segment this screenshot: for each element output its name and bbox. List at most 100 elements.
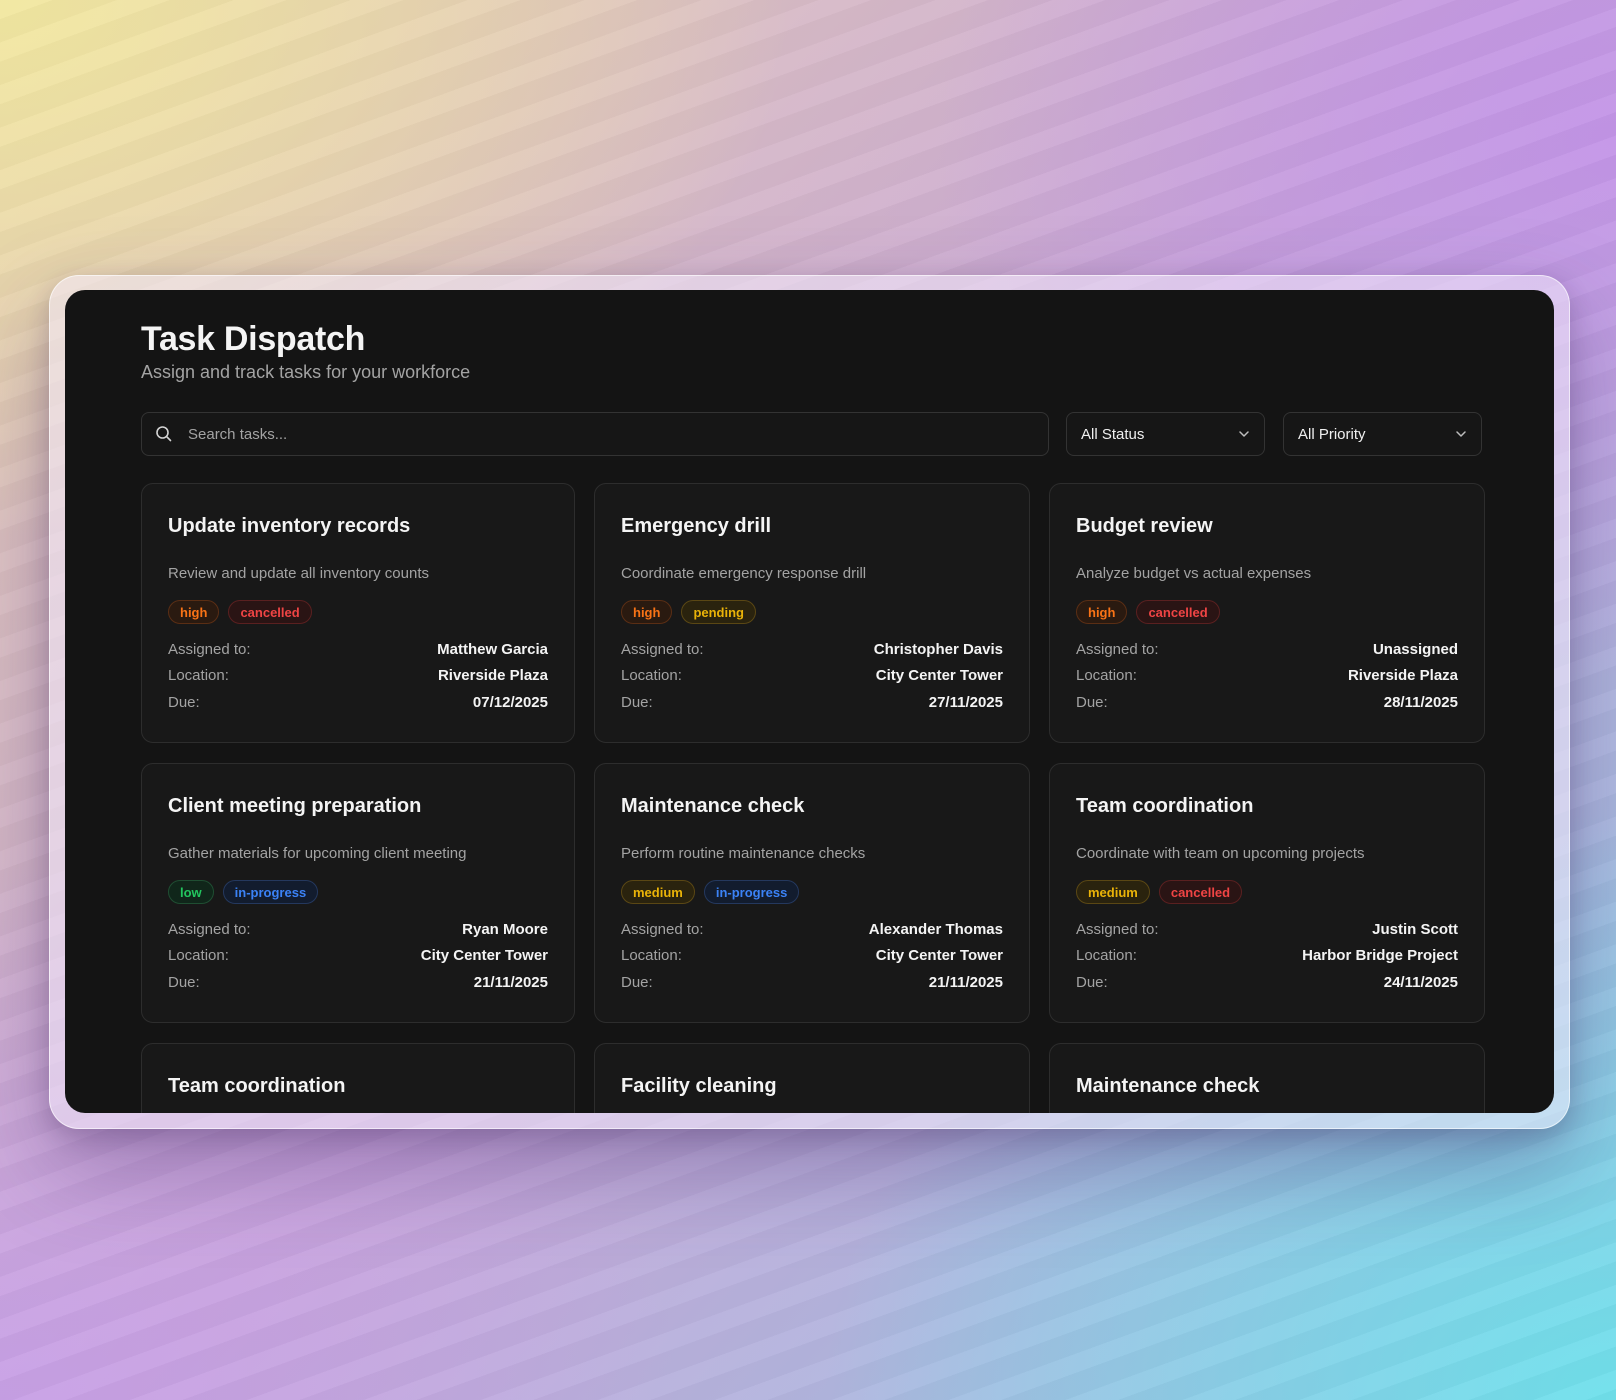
task-description: Analyze budget vs actual expenses [1076, 565, 1312, 582]
location-value: Harbor Bridge Project [1302, 947, 1458, 965]
due-row: Due: 21/11/2025 [168, 969, 548, 996]
assigned-value: Matthew Garcia [437, 640, 548, 658]
assigned-label: Assigned to: [1076, 920, 1159, 938]
status-filter-select[interactable]: All Status [1066, 412, 1265, 456]
task-meta: Assigned to: Christopher Davis Location: C… [621, 636, 1003, 716]
task-description: Coordinate with team on upcoming project… [1076, 845, 1365, 862]
priority-filter-value: All Priority [1298, 425, 1366, 443]
assigned-label: Assigned to: [168, 920, 251, 938]
location-label: Location: [1076, 947, 1137, 965]
due-label: Due: [168, 973, 200, 991]
priority-badge: low [168, 880, 214, 904]
due-row: Due: 24/11/2025 [1076, 969, 1458, 996]
location-label: Location: [168, 947, 229, 965]
priority-filter-select[interactable]: All Priority [1283, 412, 1482, 456]
task-badges: medium cancelled [1076, 880, 1458, 904]
assigned-label: Assigned to: [621, 920, 704, 938]
priority-badge: high [168, 600, 220, 624]
task-card[interactable]: Maintenance check [1049, 1043, 1485, 1113]
due-row: Due: 07/12/2025 [168, 689, 548, 716]
task-card[interactable]: Client meeting preparation Gather materi… [141, 763, 575, 1023]
task-meta: Assigned to: Alexander Thomas Location: Ci… [621, 916, 1003, 996]
task-description: Coordinate emergency response drill [621, 565, 867, 582]
due-value: 21/11/2025 [928, 973, 1003, 991]
task-description: Perform routine maintenance checks [621, 845, 866, 862]
assigned-value: Justin Scott [1372, 920, 1458, 938]
location-value: City Center Tower [875, 947, 1003, 965]
location-row: Location: City Center Tower [621, 663, 1003, 690]
assigned-label: Assigned to: [621, 640, 704, 658]
task-badges: high pending [621, 600, 1003, 624]
location-value: City Center Tower [875, 667, 1003, 685]
priority-badge: medium [621, 880, 695, 904]
due-value: 28/11/2025 [1383, 693, 1458, 711]
assigned-value: Christopher Davis [873, 640, 1003, 658]
task-card-grid: Update inventory records Review and upda… [141, 483, 1485, 1113]
task-dispatch-app: Task Dispatch Assign and track tasks for… [65, 290, 1554, 1113]
task-badges: low in-progress [168, 880, 548, 904]
task-card[interactable]: Team coordination Coordinate with team o… [1049, 763, 1485, 1023]
task-title: Facility cleaning [621, 1075, 777, 1097]
due-label: Due: [1076, 693, 1108, 711]
priority-badge: medium [1076, 880, 1150, 904]
task-title: Team coordination [168, 1075, 346, 1097]
task-title: Client meeting preparation [168, 795, 422, 817]
due-label: Due: [1076, 973, 1108, 991]
due-value: 27/11/2025 [928, 693, 1003, 711]
task-badges: medium in-progress [621, 880, 1003, 904]
task-meta: Assigned to: Unassigned Location: Riversid… [1076, 636, 1458, 716]
assigned-row: Assigned to: Matthew Garcia [168, 636, 548, 663]
due-label: Due: [621, 973, 653, 991]
priority-badge: high [1076, 600, 1128, 624]
status-badge: in-progress [222, 880, 319, 904]
due-row: Due: 27/11/2025 [621, 689, 1003, 716]
assigned-row: Assigned to: Ryan Moore [168, 916, 548, 943]
task-meta: Assigned to: Ryan Moore Location: City Cen… [168, 916, 548, 996]
location-label: Location: [168, 667, 229, 685]
location-row: Location: Riverside Plaza [1076, 663, 1458, 690]
location-row: Location: City Center Tower [621, 943, 1003, 970]
task-description: Review and update all inventory counts [168, 565, 429, 582]
location-row: Location: Harbor Bridge Project [1076, 943, 1458, 970]
assigned-row: Assigned to: Unassigned [1076, 636, 1458, 663]
task-title: Emergency drill [621, 515, 772, 537]
due-value: 21/11/2025 [473, 973, 548, 991]
task-card[interactable]: Update inventory records Review and upda… [141, 483, 575, 743]
assigned-row: Assigned to: Justin Scott [1076, 916, 1458, 943]
search-input[interactable] [186, 412, 1048, 456]
page-subtitle: Assign and track tasks for your workforc… [141, 362, 471, 382]
task-description: Gather materials for upcoming client mee… [168, 845, 467, 862]
task-title: Maintenance check [621, 795, 805, 817]
location-label: Location: [621, 947, 682, 965]
assigned-value: Ryan Moore [462, 920, 548, 938]
status-badge: cancelled [1158, 880, 1243, 904]
task-meta: Assigned to: Matthew Garcia Location: Rive… [168, 636, 548, 716]
assigned-label: Assigned to: [168, 640, 251, 658]
due-value: 24/11/2025 [1383, 973, 1458, 991]
task-card[interactable]: Emergency drill Coordinate emergency res… [594, 483, 1030, 743]
location-value: Riverside Plaza [437, 667, 548, 685]
chevron-down-icon [1453, 426, 1469, 442]
location-value: City Center Tower [420, 947, 548, 965]
task-card[interactable]: Budget review Analyze budget vs actual e… [1049, 483, 1485, 743]
location-value: Riverside Plaza [1347, 667, 1458, 685]
chevron-down-icon [1236, 426, 1252, 442]
task-title: Team coordination [1076, 795, 1254, 817]
task-card[interactable]: Team coordination [141, 1043, 575, 1113]
due-label: Due: [168, 693, 200, 711]
location-row: Location: City Center Tower [168, 943, 548, 970]
task-badges: high cancelled [1076, 600, 1458, 624]
status-badge: cancelled [1136, 600, 1220, 624]
assigned-value: Alexander Thomas [868, 920, 1003, 938]
search-box[interactable] [141, 412, 1049, 456]
status-badge: cancelled [228, 600, 312, 624]
status-badge: pending [681, 600, 756, 624]
task-card[interactable]: Maintenance check Perform routine mainte… [594, 763, 1030, 1023]
task-title: Maintenance check [1076, 1075, 1260, 1097]
due-row: Due: 21/11/2025 [621, 969, 1003, 996]
task-title: Update inventory records [168, 515, 411, 537]
assigned-row: Assigned to: Alexander Thomas [621, 916, 1003, 943]
location-label: Location: [621, 667, 682, 685]
task-badges: high cancelled [168, 600, 548, 624]
task-card[interactable]: Facility cleaning [594, 1043, 1030, 1113]
